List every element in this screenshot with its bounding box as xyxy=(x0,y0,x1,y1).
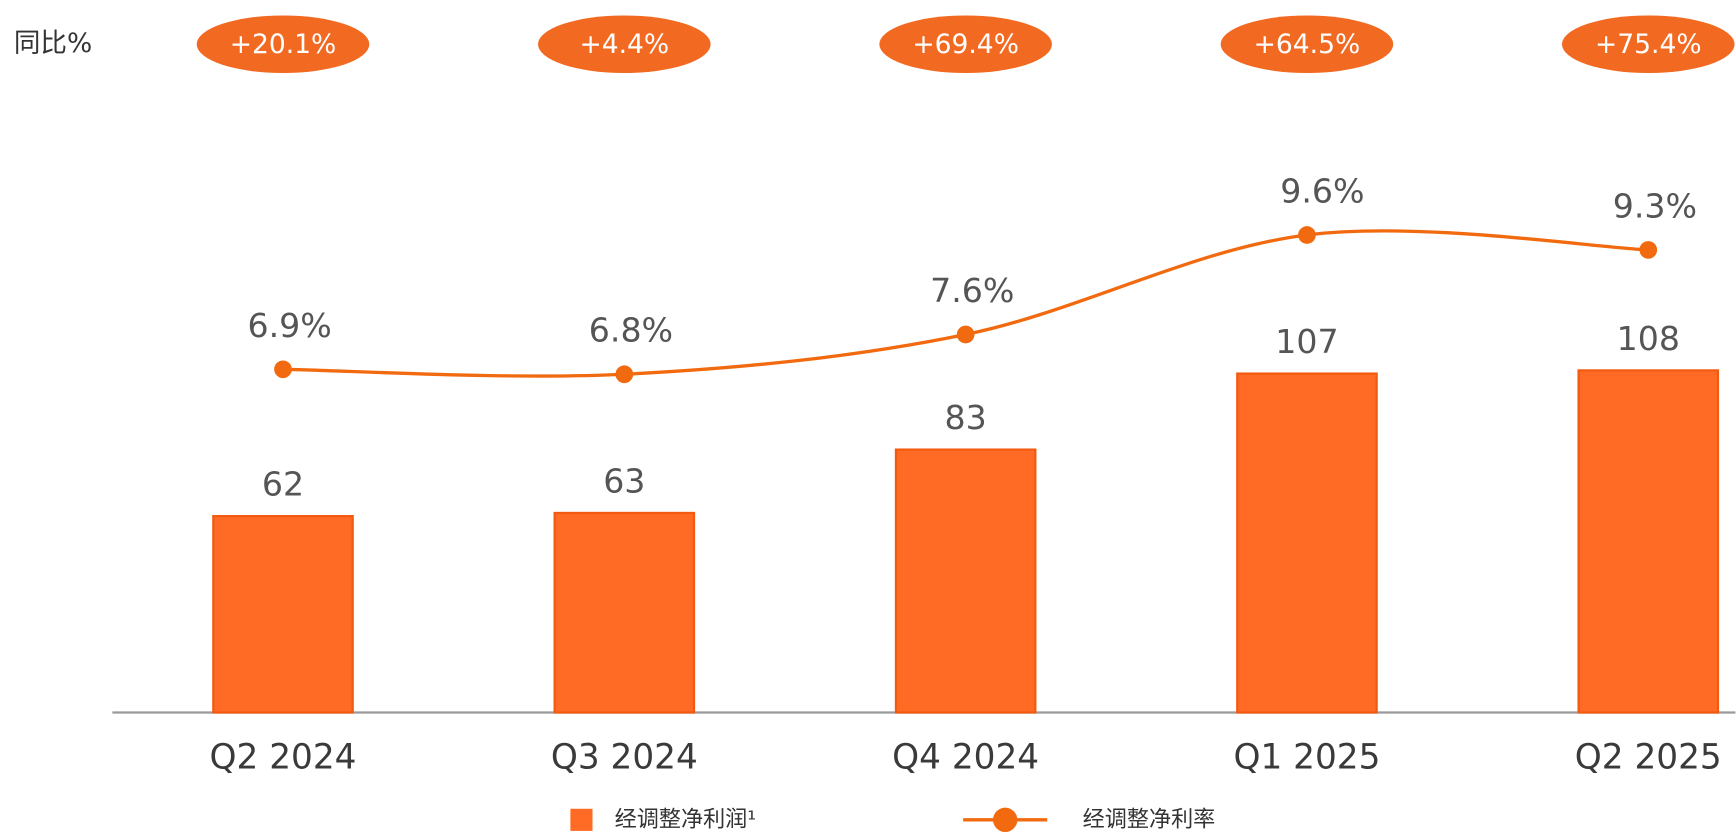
bar xyxy=(1577,369,1720,714)
line-value-label: 6.8% xyxy=(589,311,673,350)
line-marker xyxy=(956,325,975,344)
yoy-pill xyxy=(196,15,370,74)
x-tick-label: Q4 2024 xyxy=(892,737,1039,777)
line-value-label: 7.6% xyxy=(930,271,1014,310)
yoy-value: +4.4% xyxy=(579,29,669,60)
bar-value-label: 62 xyxy=(262,465,304,504)
bar xyxy=(894,448,1037,714)
bar-value-label: 63 xyxy=(603,462,645,501)
bar-value-label: 107 xyxy=(1275,322,1338,361)
line-value-label: 6.9% xyxy=(247,306,331,345)
legend-marker xyxy=(993,807,1018,832)
bar xyxy=(553,511,696,714)
yoy-pill xyxy=(1561,15,1735,74)
x-tick-label: Q2 2025 xyxy=(1575,737,1722,777)
yoy-value: +75.4% xyxy=(1595,29,1702,60)
yoy-pill xyxy=(879,15,1052,74)
line-marker xyxy=(274,360,292,379)
x-tick-label: Q2 2024 xyxy=(210,737,357,777)
legend-label: 经调整净利润¹ xyxy=(615,806,757,832)
line-marker xyxy=(1639,241,1658,259)
yoy-pill xyxy=(538,15,711,74)
yoy-pill xyxy=(1220,15,1394,74)
yoy-value: +20.1% xyxy=(230,29,337,60)
bar xyxy=(212,515,354,714)
legend-label: 经调整净利率 xyxy=(1083,806,1216,832)
x-tick-label: Q3 2024 xyxy=(551,737,698,777)
bar-value-label: 83 xyxy=(945,398,987,437)
legend-swatch xyxy=(570,808,593,831)
x-tick-label: Q1 2025 xyxy=(1233,737,1380,777)
line-value-label: 9.6% xyxy=(1280,171,1364,210)
bar xyxy=(1236,372,1378,714)
yoy-label: 同比% xyxy=(14,28,92,59)
line-value-label: 9.3% xyxy=(1613,186,1697,225)
bar-value-label: 108 xyxy=(1617,319,1680,358)
yoy-value: +64.5% xyxy=(1254,29,1361,60)
yoy-value: +69.4% xyxy=(912,29,1019,60)
line-marker xyxy=(1298,226,1316,244)
line-marker xyxy=(615,365,634,384)
